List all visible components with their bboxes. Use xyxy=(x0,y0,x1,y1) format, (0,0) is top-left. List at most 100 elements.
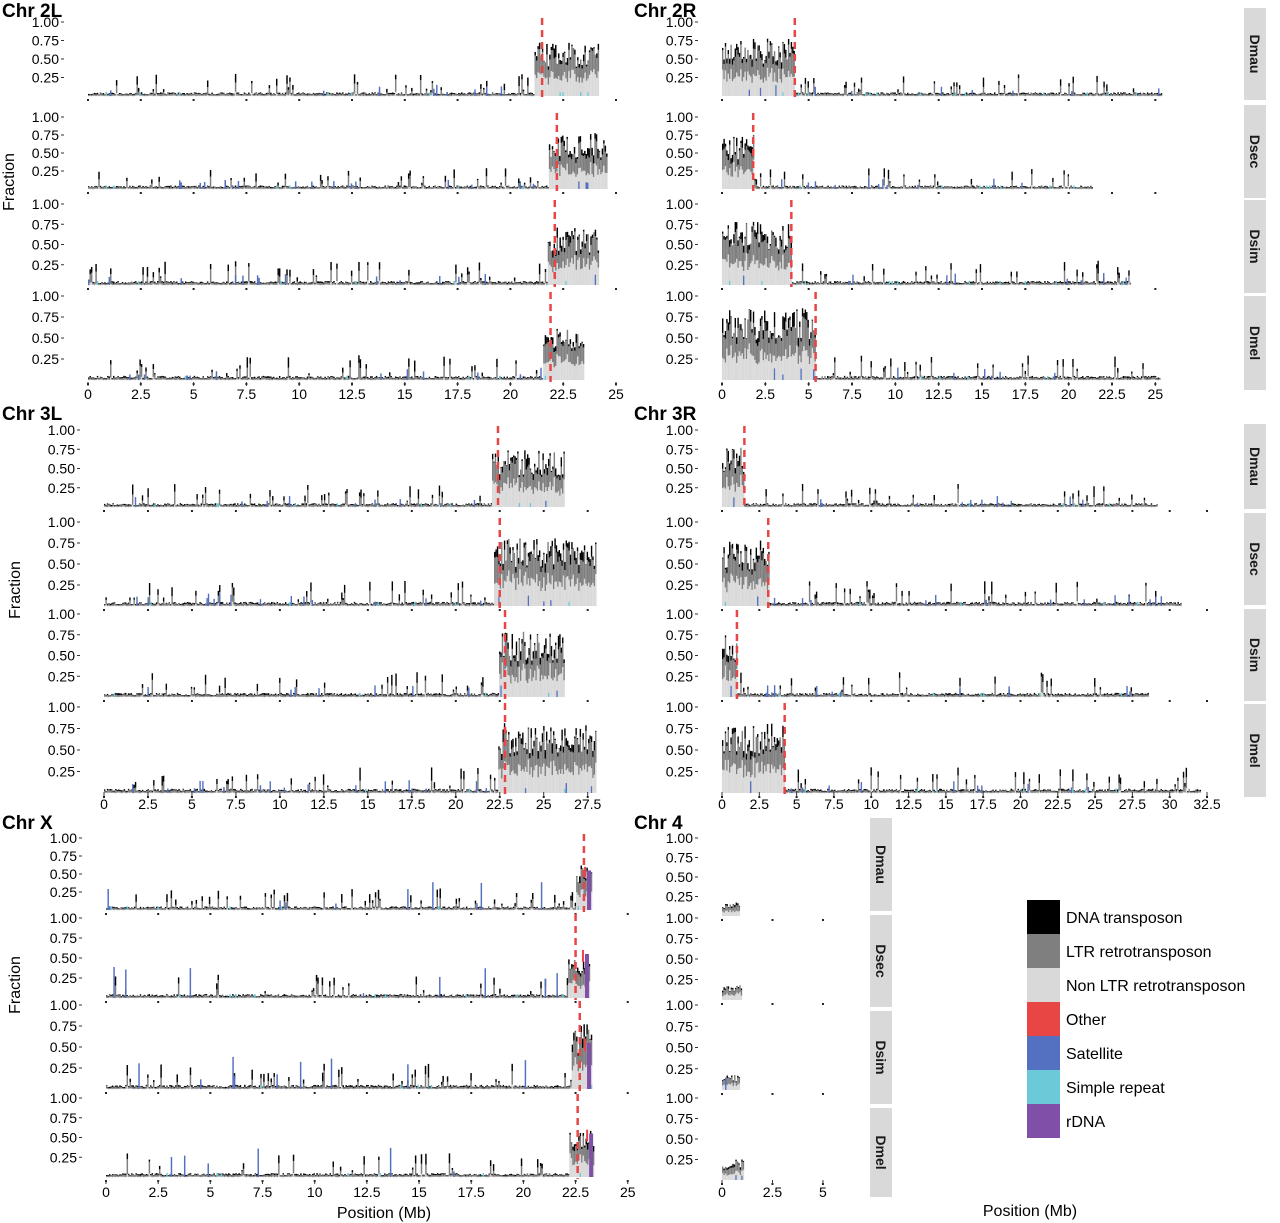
te-fraction-bar xyxy=(372,284,375,286)
te-fraction-bar xyxy=(143,284,146,285)
satellite-bar xyxy=(350,183,353,189)
te-fraction-bar xyxy=(127,284,130,286)
te-fraction-bar xyxy=(261,93,263,95)
te-fraction-bar xyxy=(352,185,354,187)
te-fraction-bar xyxy=(449,358,451,365)
te-fraction-bar xyxy=(880,93,882,96)
te-fraction-bar xyxy=(434,376,437,378)
te-fraction-bar xyxy=(158,267,160,273)
te-fraction-bar xyxy=(212,281,215,283)
te-fraction-bar xyxy=(157,282,159,285)
te-fraction-bar xyxy=(321,378,323,380)
te-fraction-bar xyxy=(593,69,595,96)
te-fraction-bar xyxy=(252,377,254,379)
simple-repeat-bar xyxy=(562,92,564,96)
te-fraction-bar xyxy=(582,153,585,157)
te-fraction-bar xyxy=(569,174,571,189)
te-fraction-bar xyxy=(242,94,244,95)
te-fraction-bar xyxy=(392,281,394,283)
te-fraction-bar xyxy=(321,284,323,286)
te-fraction-bar xyxy=(190,281,193,283)
te-fraction-bar xyxy=(553,150,555,152)
te-fraction-bar xyxy=(218,375,221,378)
te-fraction-bar xyxy=(317,94,319,96)
te-fraction-bar xyxy=(908,93,910,95)
te-fraction-bar xyxy=(416,284,419,286)
te-fraction-bar xyxy=(510,188,513,190)
te-fraction-bar xyxy=(208,188,210,190)
te-fraction-bar xyxy=(529,379,532,380)
te-fraction-bar xyxy=(145,95,147,97)
te-fraction-bar xyxy=(597,158,599,175)
te-fraction-bar xyxy=(124,95,127,97)
te-fraction-bar xyxy=(772,81,774,96)
te-fraction-bar xyxy=(300,379,303,381)
te-fraction-bar xyxy=(293,94,296,95)
te-fraction-bar xyxy=(190,378,193,379)
te-fraction-bar xyxy=(209,94,212,96)
te-fraction-bar xyxy=(205,187,207,189)
te-fraction-bar xyxy=(568,246,570,268)
te-fraction-bar xyxy=(243,379,246,380)
te-fraction-bar xyxy=(278,379,281,381)
te-fraction-bar xyxy=(418,379,420,381)
te-fraction-bar xyxy=(572,263,575,285)
te-fraction-bar xyxy=(287,188,290,190)
te-fraction-bar xyxy=(443,365,445,378)
te-fraction-bar xyxy=(380,188,382,190)
satellite-bar xyxy=(199,182,202,189)
te-fraction-bar xyxy=(412,188,414,190)
te-fraction-bar xyxy=(363,187,366,188)
te-fraction-bar xyxy=(120,284,122,286)
te-fraction-bar xyxy=(510,187,513,189)
te-fraction-bar xyxy=(190,188,193,190)
te-fraction-bar xyxy=(950,94,952,96)
te-fraction-bar xyxy=(500,283,503,285)
te-fraction-bar xyxy=(1009,93,1011,96)
te-fraction-bar xyxy=(754,42,756,50)
te-fraction-bar xyxy=(444,94,447,95)
te-fraction-bar xyxy=(155,74,158,85)
te-fraction-bar xyxy=(192,94,194,95)
te-fraction-bar xyxy=(494,95,497,97)
te-fraction-bar xyxy=(251,281,253,283)
te-fraction-bar xyxy=(527,379,529,381)
te-fraction-bar xyxy=(293,187,295,189)
te-fraction-bar xyxy=(430,90,432,93)
te-fraction-bar xyxy=(488,283,491,285)
te-fraction-bar xyxy=(402,282,404,284)
te-fraction-bar xyxy=(870,95,873,97)
te-fraction-bar xyxy=(209,283,212,285)
te-fraction-bar xyxy=(1003,88,1006,94)
te-fraction-bar xyxy=(217,284,219,286)
te-fraction-bar xyxy=(397,95,400,97)
te-fraction-bar xyxy=(589,139,592,163)
te-fraction-bar xyxy=(421,93,423,95)
te-fraction-bar xyxy=(478,93,481,96)
te-fraction-bar xyxy=(600,160,602,175)
te-fraction-bar xyxy=(234,187,237,189)
te-fraction-bar xyxy=(371,93,373,96)
te-fraction-bar xyxy=(123,187,125,189)
te-fraction-bar xyxy=(596,237,598,240)
te-fraction-bar xyxy=(560,136,563,143)
te-fraction-bar xyxy=(362,187,364,188)
te-fraction-bar xyxy=(204,283,206,284)
te-fraction-bar xyxy=(596,262,598,285)
te-fraction-bar xyxy=(227,186,229,187)
te-fraction-bar xyxy=(383,95,385,97)
te-fraction-bar xyxy=(396,377,398,379)
te-fraction-bar xyxy=(922,93,924,95)
te-fraction-bar xyxy=(465,188,467,190)
te-fraction-bar xyxy=(957,94,959,96)
te-fraction-bar xyxy=(273,95,275,97)
te-fraction-bar xyxy=(424,379,426,381)
te-fraction-bar xyxy=(107,95,109,97)
te-fraction-bar xyxy=(984,93,986,96)
te-fraction-bar xyxy=(299,377,301,379)
te-fraction-bar xyxy=(353,93,356,96)
te-fraction-bar xyxy=(208,187,210,189)
te-fraction-bar xyxy=(230,379,232,381)
te-fraction-bar xyxy=(576,157,579,159)
te-fraction-bar xyxy=(339,95,341,97)
